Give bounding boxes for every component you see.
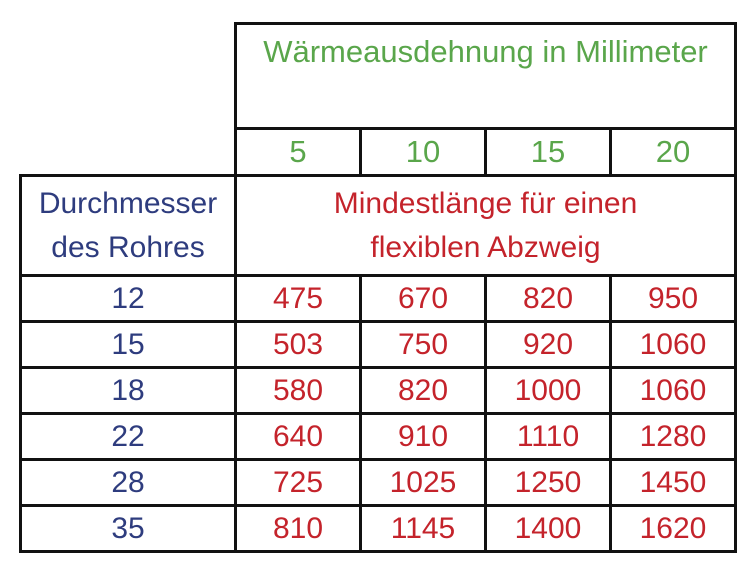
min-length-cell: 1400 — [484, 504, 612, 553]
expansion-value-header: 10 — [359, 127, 487, 177]
min-length-cell: 910 — [359, 412, 487, 461]
table-row: 22 640 910 1110 1280 — [19, 412, 737, 461]
min-length-cell: 1145 — [359, 504, 487, 553]
min-length-cell: 820 — [359, 366, 487, 415]
pipe-diameter-header-line: des Rohres — [51, 230, 205, 264]
thermal-expansion-title: Wärmeausdehnung in Millimeter — [234, 22, 737, 130]
thermal-expansion-title-text: Wärmeausdehnung in Millimeter — [263, 34, 708, 69]
min-length-header: Mindestlänge für einen flexiblen Abzweig — [234, 174, 737, 277]
pipe-diameter-header: Durchmesser des Rohres — [19, 174, 237, 277]
min-length-cell: 1620 — [609, 504, 737, 553]
table-row: 12 475 670 820 950 — [19, 274, 737, 323]
empty-corner-cell — [20, 23, 236, 176]
expansion-value-header: 15 — [484, 127, 612, 177]
expansion-value-header: 20 — [609, 127, 737, 177]
min-length-header-line: flexiblen Abzweig — [370, 230, 601, 264]
min-length-cell: 950 — [609, 274, 737, 323]
min-length-cell: 1280 — [609, 412, 737, 461]
min-length-header-line: Mindestlänge für einen — [333, 187, 638, 220]
table-row: 15 503 750 920 1060 — [19, 320, 737, 369]
min-length-cell: 820 — [484, 274, 612, 323]
min-length-cell: 640 — [234, 412, 362, 461]
min-length-cell: 1110 — [484, 412, 612, 461]
pipe-diameter-cell: 12 — [19, 274, 237, 323]
pipe-diameter-cell: 15 — [19, 320, 237, 369]
min-length-cell: 1025 — [359, 458, 487, 507]
pipe-diameter-header-line: Durchmesser — [38, 187, 218, 220]
min-length-cell: 670 — [359, 274, 487, 323]
min-length-cell: 1060 — [609, 366, 737, 415]
min-length-cell: 475 — [234, 274, 362, 323]
min-length-cell: 503 — [234, 320, 362, 369]
min-length-cell: 580 — [234, 366, 362, 415]
expansion-values-row: 5 10 15 20 — [21, 127, 737, 177]
expansion-table: Wärmeausdehnung in Millimeter 5 10 15 20… — [19, 22, 737, 553]
pipe-diameter-cell: 35 — [19, 504, 237, 553]
table-row: 28 725 1025 1250 1450 — [19, 458, 737, 507]
pipe-diameter-cell: 22 — [19, 412, 237, 461]
min-length-cell: 920 — [484, 320, 612, 369]
min-length-cell: 750 — [359, 320, 487, 369]
min-length-cell: 725 — [234, 458, 362, 507]
header-title-row: Wärmeausdehnung in Millimeter — [20, 22, 737, 176]
min-length-cell: 1450 — [609, 458, 737, 507]
expansion-value-header: 5 — [234, 127, 362, 177]
subheader-row: Durchmesser des Rohres Mindestlänge für … — [19, 174, 737, 277]
min-length-cell: 1250 — [484, 458, 612, 507]
pipe-diameter-cell: 18 — [19, 366, 237, 415]
pipe-diameter-cell: 28 — [19, 458, 237, 507]
table-row: 35 810 1145 1400 1620 — [19, 504, 737, 553]
table-row: 18 580 820 1000 1060 — [19, 366, 737, 415]
min-length-cell: 1060 — [609, 320, 737, 369]
min-length-cell: 1000 — [484, 366, 612, 415]
min-length-cell: 810 — [234, 504, 362, 553]
